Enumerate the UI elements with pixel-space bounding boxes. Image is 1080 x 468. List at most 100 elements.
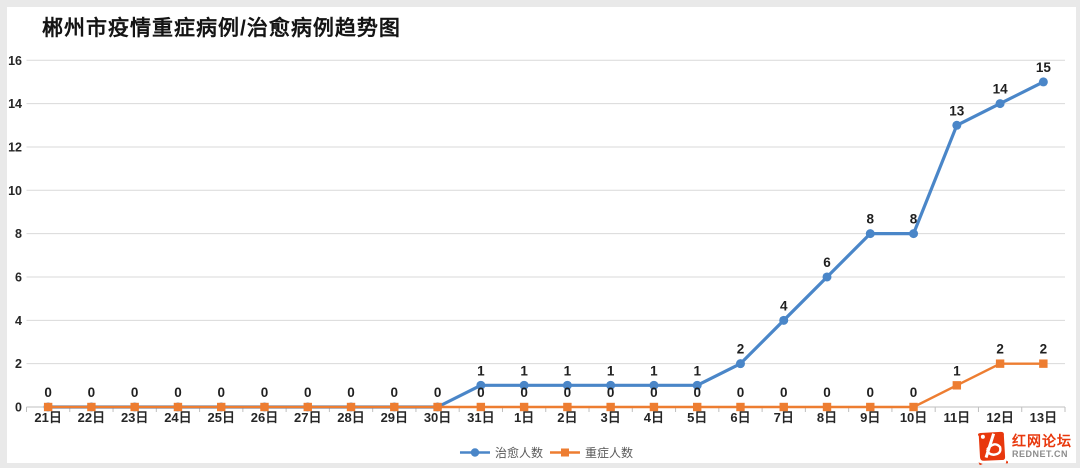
x-tick-label: 13日 xyxy=(1030,410,1057,425)
data-label: 0 xyxy=(650,385,658,400)
watermark-site-name: 红网论坛 xyxy=(1012,433,1072,450)
data-point-square xyxy=(87,402,96,412)
x-tick-label: 6日 xyxy=(730,410,750,425)
data-point-square xyxy=(779,402,788,412)
chart-title: 郴州市疫情重症病例/治愈病例趋势图 xyxy=(42,17,401,40)
x-tick-label: 23日 xyxy=(121,410,148,425)
data-label: 1 xyxy=(607,363,615,378)
data-point-circle xyxy=(1038,77,1048,87)
data-label: 1 xyxy=(477,363,485,378)
data-label: 0 xyxy=(867,385,875,400)
x-tick-label: 27日 xyxy=(294,410,321,425)
x-tick-label: 5日 xyxy=(687,410,707,425)
data-label: 0 xyxy=(520,385,528,400)
data-point-square xyxy=(519,402,529,412)
data-label: 6 xyxy=(823,255,831,270)
data-label: 1 xyxy=(650,363,658,378)
x-tick-label: 28日 xyxy=(337,410,364,425)
x-tick-label: 7日 xyxy=(774,410,794,425)
data-point-square xyxy=(909,402,918,412)
x-tick-label: 11日 xyxy=(943,410,970,425)
data-label: 13 xyxy=(949,103,965,118)
data-label: 1 xyxy=(564,363,572,378)
data-point-circle xyxy=(519,380,529,390)
x-tick-label: 12日 xyxy=(986,410,1013,425)
data-point-circle xyxy=(822,272,832,282)
chart-legend: 治愈人数 重症人数 xyxy=(459,444,633,461)
data-label: 0 xyxy=(44,385,52,400)
data-label: 0 xyxy=(910,385,918,400)
data-point-square xyxy=(692,402,702,412)
y-tick-label: 14 xyxy=(8,97,22,111)
data-label: 0 xyxy=(391,385,399,400)
legend-square-marker-icon xyxy=(550,448,580,457)
data-point-square xyxy=(649,402,659,412)
data-label: 0 xyxy=(131,385,139,400)
x-tick-label: 2日 xyxy=(557,410,577,425)
y-tick-label: 0 xyxy=(15,401,22,415)
data-point-circle xyxy=(692,380,702,390)
data-label: 0 xyxy=(304,385,312,400)
y-tick-label: 12 xyxy=(8,140,22,154)
data-point-circle xyxy=(476,380,486,390)
y-tick-label: 8 xyxy=(15,227,22,241)
x-tick-label: 8日 xyxy=(817,410,837,425)
y-tick-label: 6 xyxy=(15,270,22,284)
data-point-circle xyxy=(865,229,875,239)
series-line-circle xyxy=(46,80,1045,409)
data-point-circle xyxy=(995,99,1005,109)
data-point-square xyxy=(606,402,615,412)
y-tick-label: 2 xyxy=(15,357,22,371)
x-tick-label: 25日 xyxy=(207,410,234,425)
data-point-square xyxy=(260,402,269,412)
data-point-square xyxy=(43,402,53,412)
data-label: 8 xyxy=(910,212,918,227)
x-tick-label: 4日 xyxy=(644,410,664,425)
x-tick-label: 31日 xyxy=(467,410,494,425)
data-point-square xyxy=(563,402,572,412)
data-label: 0 xyxy=(477,385,485,400)
data-point-circle xyxy=(952,120,962,130)
data-point-square xyxy=(217,402,226,412)
series-line-square xyxy=(46,362,1045,409)
data-label: 1 xyxy=(520,363,528,378)
data-label: 0 xyxy=(217,385,225,400)
data-label: 0 xyxy=(434,385,442,400)
data-point-circle xyxy=(606,380,616,390)
data-label: 2 xyxy=(1040,342,1048,357)
data-label: 15 xyxy=(1036,60,1052,75)
watermark-site-url: REDNET.CN xyxy=(1012,448,1069,459)
x-tick-label: 3日 xyxy=(601,410,621,425)
data-point-circle xyxy=(649,380,659,390)
x-tick-label: 21日 xyxy=(34,410,61,425)
data-label: 0 xyxy=(347,385,355,400)
data-label: 0 xyxy=(174,385,182,400)
rednet-watermark: 红网论坛 REDNET.CN xyxy=(975,429,1072,465)
y-tick-label: 16 xyxy=(8,54,22,68)
x-tick-label: 24日 xyxy=(164,410,191,425)
data-point-square xyxy=(390,402,399,412)
data-label: 0 xyxy=(780,385,788,400)
legend-label: 治愈人数 xyxy=(494,446,543,460)
data-label: 0 xyxy=(693,385,701,400)
data-label: 0 xyxy=(88,385,96,400)
data-label: 1 xyxy=(693,363,701,378)
data-point-square xyxy=(1039,359,1048,368)
data-point-square xyxy=(130,402,139,412)
data-label: 2 xyxy=(737,342,745,357)
x-tick-label: 10日 xyxy=(900,410,927,425)
data-point-square xyxy=(736,402,745,412)
data-label: 0 xyxy=(261,385,269,400)
data-label: 0 xyxy=(823,385,831,400)
x-tick-label: 26日 xyxy=(251,410,278,425)
y-tick-label: 10 xyxy=(8,184,22,198)
data-point-square xyxy=(866,402,875,412)
data-label: 2 xyxy=(996,342,1004,357)
x-tick-label: 9日 xyxy=(860,410,880,425)
data-point-square xyxy=(346,402,356,412)
data-label: 0 xyxy=(607,385,615,400)
legend-item: 治愈人数 xyxy=(459,444,543,461)
y-tick-label: 4 xyxy=(15,314,22,328)
